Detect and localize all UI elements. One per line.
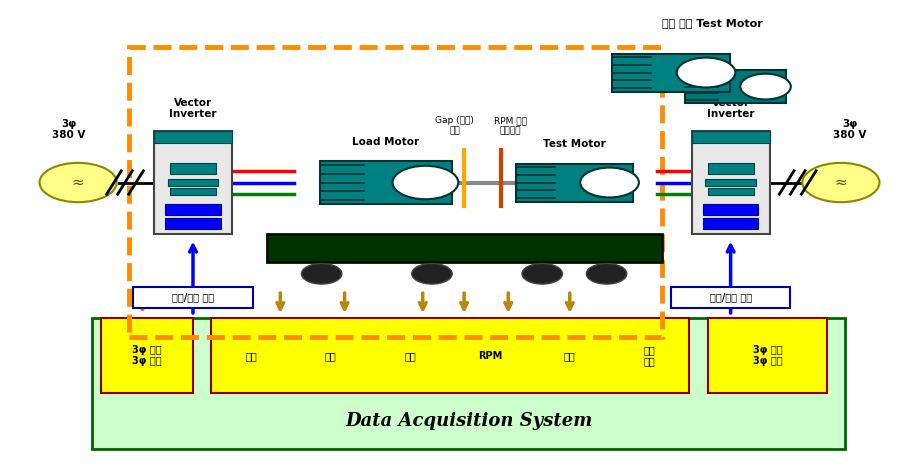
Text: 속도/토크 지령: 속도/토크 지령 bbox=[709, 292, 752, 302]
Text: RPM: RPM bbox=[478, 351, 503, 361]
Text: 3φ 전압
3φ 전류: 3φ 전압 3φ 전류 bbox=[132, 345, 162, 366]
Bar bbox=[708, 188, 754, 195]
Text: 진동: 진동 bbox=[564, 351, 575, 361]
FancyBboxPatch shape bbox=[101, 318, 193, 393]
Bar bbox=[692, 131, 770, 143]
Text: Load Motor: Load Motor bbox=[352, 137, 420, 147]
Bar bbox=[703, 204, 758, 215]
Circle shape bbox=[522, 263, 562, 284]
Bar bbox=[165, 204, 221, 215]
Text: Data Acquisition System: Data Acquisition System bbox=[345, 412, 593, 430]
Text: 진동: 진동 bbox=[245, 351, 257, 361]
FancyBboxPatch shape bbox=[92, 318, 845, 449]
Circle shape bbox=[40, 163, 117, 202]
Bar bbox=[516, 163, 633, 202]
Bar bbox=[133, 286, 253, 308]
Text: Vector
Inverter: Vector Inverter bbox=[707, 98, 754, 119]
Bar bbox=[167, 206, 219, 215]
Text: Gap (맥실)
센서: Gap (맥실) 센서 bbox=[436, 117, 474, 136]
Bar bbox=[170, 162, 216, 174]
FancyBboxPatch shape bbox=[708, 318, 827, 393]
Circle shape bbox=[392, 166, 459, 199]
Text: 속도/토크 지령: 속도/토크 지령 bbox=[172, 292, 214, 302]
Text: 3φ
380 V: 3φ 380 V bbox=[52, 119, 85, 140]
Circle shape bbox=[802, 163, 879, 202]
Bar bbox=[708, 162, 754, 174]
Bar bbox=[129, 47, 662, 337]
Text: 편심: 편심 bbox=[325, 351, 336, 361]
Bar bbox=[708, 218, 754, 227]
Text: 3φ
380 V: 3φ 380 V bbox=[834, 119, 867, 140]
Bar bbox=[706, 179, 756, 186]
Text: 3φ 전압
3φ 전류: 3φ 전압 3φ 전류 bbox=[753, 345, 782, 366]
Bar bbox=[685, 70, 786, 103]
Circle shape bbox=[301, 263, 342, 284]
FancyBboxPatch shape bbox=[211, 318, 689, 393]
Text: ≈: ≈ bbox=[72, 175, 85, 190]
Bar bbox=[267, 234, 662, 262]
Bar bbox=[153, 131, 232, 143]
Bar bbox=[170, 218, 216, 227]
Text: 고장 모의 Test Motor: 고장 모의 Test Motor bbox=[662, 18, 763, 28]
Text: RPM 센서
진동센서: RPM 센서 진동센서 bbox=[494, 117, 527, 136]
Text: 토크: 토크 bbox=[404, 351, 416, 361]
Bar bbox=[612, 53, 730, 92]
Bar bbox=[170, 188, 216, 195]
Text: 온도
자속: 온도 자속 bbox=[643, 345, 655, 366]
Bar bbox=[321, 161, 452, 204]
Text: ≈: ≈ bbox=[834, 175, 847, 190]
Circle shape bbox=[586, 263, 627, 284]
Text: Test Motor: Test Motor bbox=[543, 139, 606, 149]
Bar bbox=[671, 286, 790, 308]
Circle shape bbox=[741, 73, 791, 100]
Bar bbox=[703, 218, 758, 229]
Bar bbox=[153, 131, 232, 234]
Circle shape bbox=[580, 168, 639, 197]
Text: Vector
Inverter: Vector Inverter bbox=[169, 98, 217, 119]
Circle shape bbox=[412, 263, 452, 284]
Bar bbox=[165, 218, 221, 229]
Bar bbox=[167, 179, 219, 186]
Circle shape bbox=[676, 58, 735, 88]
Bar bbox=[692, 131, 770, 234]
Bar bbox=[706, 206, 756, 215]
